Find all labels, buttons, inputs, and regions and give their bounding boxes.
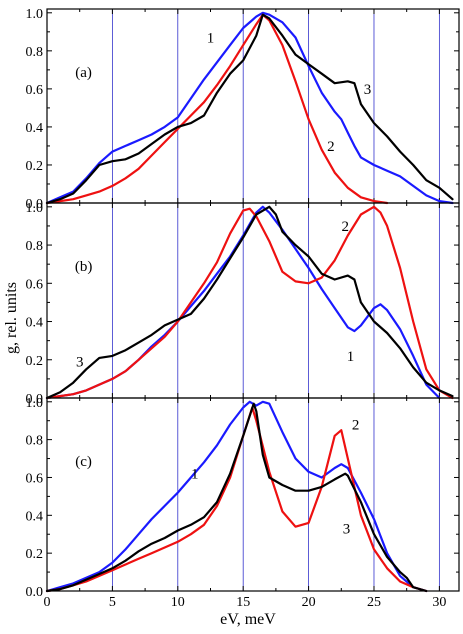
curve-label-3: 3: [364, 82, 372, 98]
y-tick-label: 0.0: [26, 585, 44, 600]
y-tick-label: 0.2: [26, 159, 44, 174]
panel-label: (a): [75, 65, 92, 81]
x-tick-label: 25: [367, 595, 381, 610]
y-tick-label: 0.6: [26, 471, 44, 486]
y-tick-label: 0.2: [26, 547, 44, 562]
y-tick-label: 0.8: [26, 434, 44, 449]
x-tick-label: 30: [432, 595, 446, 610]
x-tick-label: 5: [109, 595, 116, 610]
x-axis-title: eV, meV: [220, 611, 276, 628]
curve-label-1: 1: [207, 31, 215, 47]
y-tick-label: 0.6: [26, 277, 44, 292]
panel-label: (b): [75, 259, 93, 275]
curve-label-1: 1: [191, 467, 199, 483]
panel-frame: [46, 8, 460, 204]
y-tick-label: 0.2: [26, 354, 44, 369]
x-tick-label: 15: [236, 595, 250, 610]
panel-c: 0.0 0.2 0.4 0.6 0.8 1.0 1 2 3 (c): [26, 396, 460, 600]
panel-frame: [46, 202, 460, 399]
curve-label-1: 1: [347, 349, 355, 365]
y-axis-title: g, rel. units: [3, 282, 20, 354]
y-tick-label: 0.4: [26, 316, 44, 331]
panel-a: 0.0 0.2 0.4 0.6 0.8 1.0 1 2 3 (a): [26, 7, 460, 212]
x-tick-label: 20: [302, 595, 316, 610]
curve-label-2: 2: [327, 139, 335, 155]
series-line-2: [45, 406, 428, 593]
series-line-3: [45, 205, 454, 400]
series-line-3: [45, 402, 428, 593]
y-tick-label: 0.4: [26, 509, 44, 524]
y-tick-label: 0.6: [26, 83, 44, 98]
series-line-1: [45, 11, 454, 205]
panels: 0.0 0.2 0.4 0.6 0.8 1.0 1 2 3 (a) 0.0 0.2 0.4 0.6 0.8 1…: [26, 7, 460, 600]
y-tick-label: 0.8: [26, 239, 44, 254]
y-tick-label: 1.0: [26, 7, 44, 22]
curve-label-3: 3: [76, 355, 84, 371]
x-tick-label: 10: [171, 595, 185, 610]
panel-label: (c): [75, 454, 92, 470]
y-tick-label: 0.8: [26, 45, 44, 60]
series-line-1: [45, 400, 428, 593]
panel-frame: [46, 397, 460, 592]
curve-label-2: 2: [341, 219, 349, 235]
y-tick-label: 0.0: [26, 392, 44, 407]
x-axis-tick-labels: 0 5 10 15 20 25 30: [44, 595, 447, 610]
series-line-2: [45, 13, 389, 205]
panel-b: 0.0 0.2 0.4 0.6 0.8 1.0 1 2 3 (b): [26, 201, 460, 407]
curve-label-2: 2: [352, 417, 360, 433]
series-line-3: [45, 13, 454, 205]
y-tick-label: 1.0: [26, 396, 44, 411]
x-tick-label: 0: [44, 595, 51, 610]
curve-label-3: 3: [343, 522, 351, 538]
y-tick-label: 0.4: [26, 121, 44, 136]
y-tick-label: 0.0: [26, 197, 44, 212]
y-tick-label: 1.0: [26, 201, 44, 216]
series-line-2: [45, 205, 454, 400]
